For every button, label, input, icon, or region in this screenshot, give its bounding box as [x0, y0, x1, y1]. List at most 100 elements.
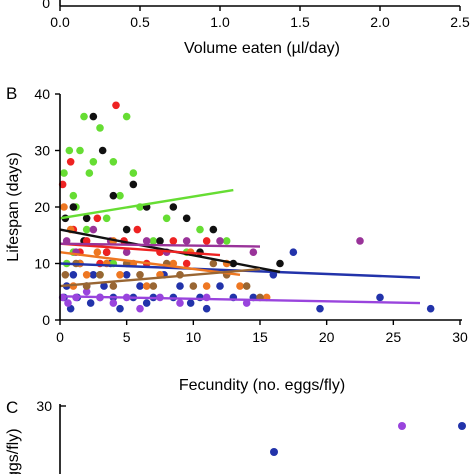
scatter-point: [93, 248, 102, 256]
panel-b-x-ticks: 0 5 10 15 20 25 30: [56, 320, 468, 345]
scatter-point: [116, 271, 124, 279]
panel-b-y-ticks: 0 10 20 30 40: [34, 86, 60, 328]
scatter-point: [136, 271, 144, 279]
scatter-point: [93, 214, 102, 223]
scatter-point: [202, 282, 211, 290]
scatter-point: [129, 169, 138, 177]
scatter-point: [86, 299, 95, 307]
scatter-point: [122, 271, 131, 279]
panel-a-y-tick-label: 0: [42, 0, 50, 11]
panel-a-x-axis-label: Volume eaten (µl/day): [184, 40, 340, 57]
scatter-point: [109, 299, 118, 307]
panel-a-x-ticks: 0.0 0.5 1.0 1.5 2.0 2.5: [50, 6, 470, 30]
panel-c-point: [270, 448, 278, 456]
scatter-point: [136, 304, 144, 313]
regression-line: [59, 242, 221, 257]
regression-line: [59, 242, 261, 248]
scatter-point: [136, 282, 144, 290]
scatter-point: [89, 112, 98, 121]
scatter-point: [122, 248, 131, 256]
y-tick-label: 40: [34, 86, 50, 102]
scatter-point: [80, 112, 88, 121]
scatter-point: [69, 203, 78, 211]
y-tick-label: 30: [34, 143, 50, 159]
scatter-point: [376, 293, 384, 302]
scatter-point: [242, 282, 251, 290]
scatter-point: [182, 237, 191, 245]
scatter-point: [242, 299, 251, 307]
scatter-point: [222, 237, 231, 245]
scatter-point: [426, 304, 435, 313]
scatter-point: [289, 248, 298, 256]
scatter-point: [89, 271, 98, 279]
scatter-point: [122, 112, 131, 121]
regression-line: [59, 295, 421, 305]
scatter-point: [149, 282, 158, 290]
regression-line: [59, 251, 241, 276]
x-tick-label: 5: [123, 329, 131, 345]
scatter-point: [65, 146, 74, 155]
scatter-point: [316, 304, 324, 313]
scatter-point: [60, 203, 68, 211]
x-tick-label: 25: [386, 329, 402, 345]
panel-a-x-tick-label: 2.0: [370, 14, 390, 30]
scatter-point: [182, 259, 191, 268]
scatter-point: [216, 282, 224, 290]
scatter-point: [69, 191, 78, 200]
scatter-point: [149, 237, 158, 245]
x-tick-label: 30: [452, 329, 468, 345]
scatter-point: [85, 169, 94, 177]
x-tick-label: 10: [186, 329, 202, 345]
scatter-point: [169, 203, 178, 211]
panel-c-label: C: [6, 398, 18, 417]
scatter-point: [102, 214, 111, 223]
panel-a-x-tick-label: 0.5: [130, 14, 150, 30]
scatter-point: [216, 237, 224, 245]
panel-c-point: [458, 422, 466, 430]
panel-c-axes: 30 ggs/fly): [5, 398, 466, 474]
scatter-point: [109, 191, 118, 200]
scatter-point: [109, 282, 118, 290]
scatter-point: [209, 259, 218, 268]
scatter-point: [129, 180, 138, 189]
scatter-point: [236, 282, 244, 290]
panel-a-x-tick-label: 0.0: [50, 14, 70, 30]
scatter-point: [356, 237, 364, 245]
scatter-point: [100, 282, 108, 290]
panel-a-x-tick-label: 1.0: [210, 14, 230, 30]
scatter-point: [109, 158, 118, 166]
scatter-point: [82, 214, 91, 223]
scatter-point: [276, 259, 284, 268]
scatter-point: [176, 282, 184, 290]
panel-b-y-axis-label: Lifespan (days): [5, 152, 22, 261]
scatter-point: [66, 158, 75, 166]
y-tick-label: 0: [42, 312, 50, 328]
x-tick-label: 15: [252, 329, 268, 345]
scatter-point: [82, 225, 91, 234]
scatter-point: [82, 237, 91, 245]
scatter-point: [82, 287, 91, 296]
regression-line: [59, 188, 234, 220]
scatter-point: [182, 214, 191, 223]
y-tick-label: 20: [34, 199, 50, 215]
scatter-point: [60, 169, 68, 177]
scatter-point: [112, 101, 120, 110]
x-tick-label: 0: [56, 329, 64, 345]
scatter-point: [61, 271, 70, 279]
scatter-point: [102, 248, 111, 256]
scatter-point: [176, 299, 184, 307]
scatter-point: [69, 271, 78, 279]
scatter-point: [169, 237, 178, 245]
scatter-point: [209, 225, 218, 234]
panel-b-label: B: [6, 84, 17, 103]
panel-b-scatter: 0 5 10 15 20 25 30 0 10 20 30 40 Fecundity (no. eg…: [5, 86, 468, 394]
scatter-point: [76, 146, 84, 155]
scatter-point: [202, 237, 211, 245]
x-tick-label: 20: [319, 329, 335, 345]
scatter-point: [249, 248, 258, 256]
panel-c-y-axis-label: ggs/fly): [5, 428, 22, 474]
scatter-point: [133, 225, 142, 234]
scatter-point: [116, 304, 124, 313]
scatter-point: [142, 237, 151, 245]
